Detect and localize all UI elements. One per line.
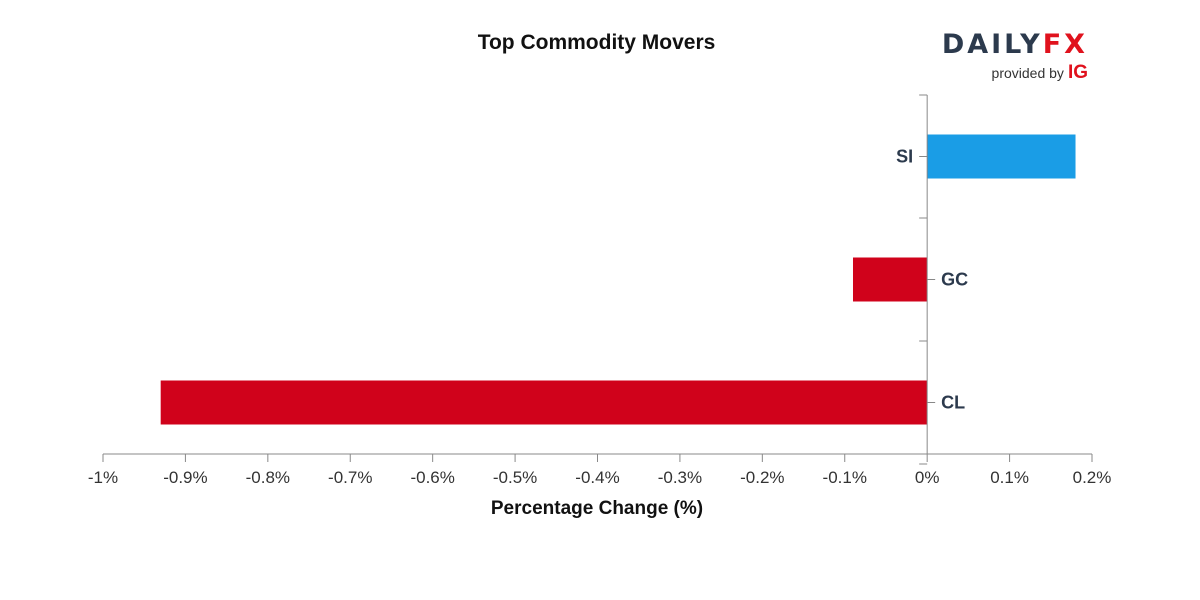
- provided-by-text: provided by: [991, 65, 1064, 81]
- x-tick-label: 0.2%: [1073, 468, 1112, 487]
- x-tick-label: -0.3%: [658, 468, 702, 487]
- x-tick-label: -0.7%: [328, 468, 372, 487]
- brand-wordmark: DAILYFX: [930, 30, 1088, 60]
- bar-gc: [852, 257, 928, 302]
- x-tick-label: 0%: [915, 468, 940, 487]
- category-label-gc: GC: [941, 270, 968, 290]
- x-tick-label: -0.9%: [163, 468, 207, 487]
- bar-si: [927, 134, 1076, 179]
- x-tick-label: -0.4%: [575, 468, 619, 487]
- x-tick-label: -0.6%: [410, 468, 454, 487]
- category-label-si: SI: [896, 147, 913, 167]
- category-labels: SI GC CL: [896, 147, 968, 413]
- chart-title: Top Commodity Movers: [477, 31, 716, 54]
- bars-layer: [160, 134, 1076, 425]
- brand-provided-by: provided by IG: [930, 62, 1088, 84]
- bar-cl: [160, 380, 928, 425]
- x-tick-label: -0.1%: [823, 468, 867, 487]
- x-tick-label: -0.5%: [493, 468, 537, 487]
- y-axis-ticks: [919, 94, 928, 465]
- x-tick-label: -1%: [88, 468, 118, 487]
- x-axis-title: Percentage Change (%): [491, 498, 703, 519]
- brand-word-fx: FX: [1042, 29, 1088, 60]
- brand-word-daily: DAILY: [941, 29, 1043, 60]
- x-tick-label: 0.1%: [990, 468, 1029, 487]
- ig-logo: IG: [1067, 62, 1088, 83]
- x-tick-label: -0.2%: [740, 468, 784, 487]
- x-tick-label: -0.8%: [246, 468, 290, 487]
- dailyfx-logo: DAILYFX provided by IG: [930, 30, 1088, 84]
- x-axis-ticks: -1% -0.9% -0.8% -0.7% -0.6% -0.5% -0.4% -0.3% -0…: [88, 454, 1111, 487]
- category-label-cl: CL: [941, 393, 965, 413]
